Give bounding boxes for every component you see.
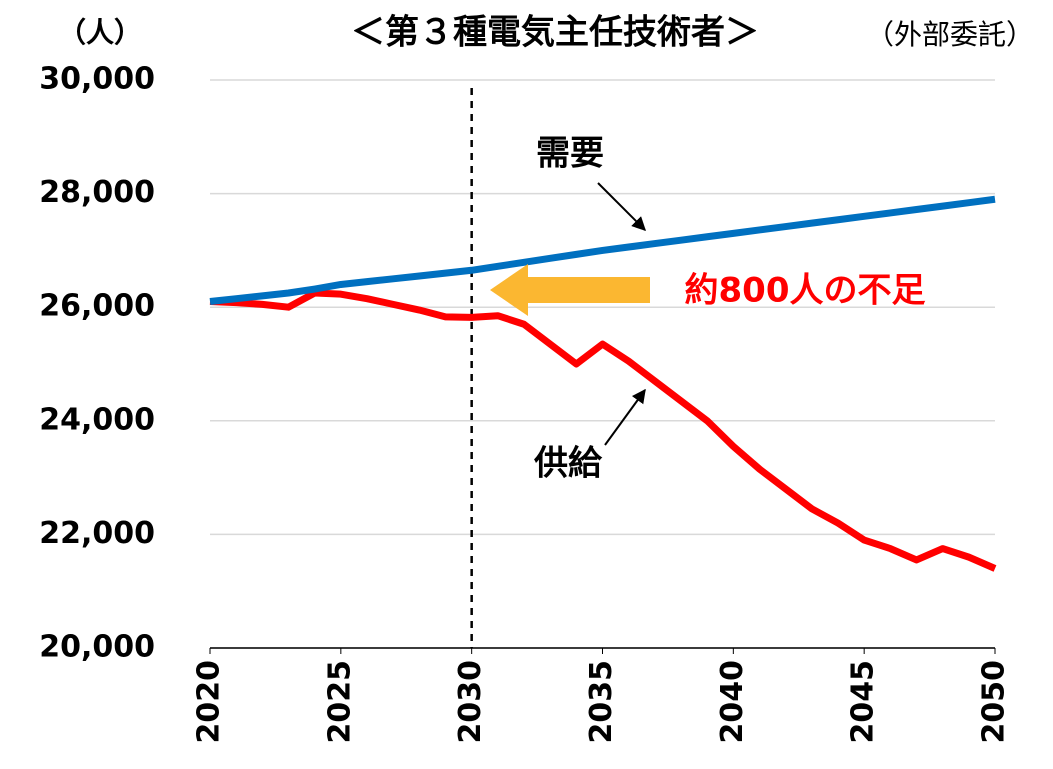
y-axis-label: （人）	[58, 16, 142, 49]
shortage-arrow	[490, 264, 650, 316]
annotation-arrow	[604, 388, 646, 446]
x-tick-label: 2040	[715, 660, 750, 744]
y-tick-label: 20,000	[39, 630, 155, 665]
x-tick-label: 2035	[584, 660, 619, 744]
x-tick-label: 2025	[322, 660, 357, 744]
y-tick-label: 26,000	[39, 289, 155, 324]
x-tick-label: 2030	[453, 660, 488, 744]
data-line	[209, 289, 997, 572]
chart-subtitle: （外部委託）	[866, 18, 1034, 51]
y-tick-label: 24,000	[39, 402, 155, 437]
x-tick-label: 2045	[846, 660, 881, 744]
y-tick-label: 28,000	[39, 175, 155, 210]
y-tick-label: 30,000	[39, 62, 155, 97]
y-tick-label: 22,000	[39, 516, 155, 551]
annotation-arrow	[597, 182, 646, 231]
data-line	[209, 195, 996, 305]
chart-title: ＜第３種電気主任技術者＞	[351, 13, 759, 53]
x-tick-label: 2050	[977, 660, 1012, 744]
annotation: 約800人の不足	[685, 271, 926, 311]
x-tick-label: 2020	[192, 660, 227, 744]
annotation: 供給	[533, 444, 603, 484]
plot: 20,000 22,000 24,000 26,000 28,000 30,000 2020…	[39, 62, 1011, 744]
annotation: 需要	[536, 134, 604, 174]
